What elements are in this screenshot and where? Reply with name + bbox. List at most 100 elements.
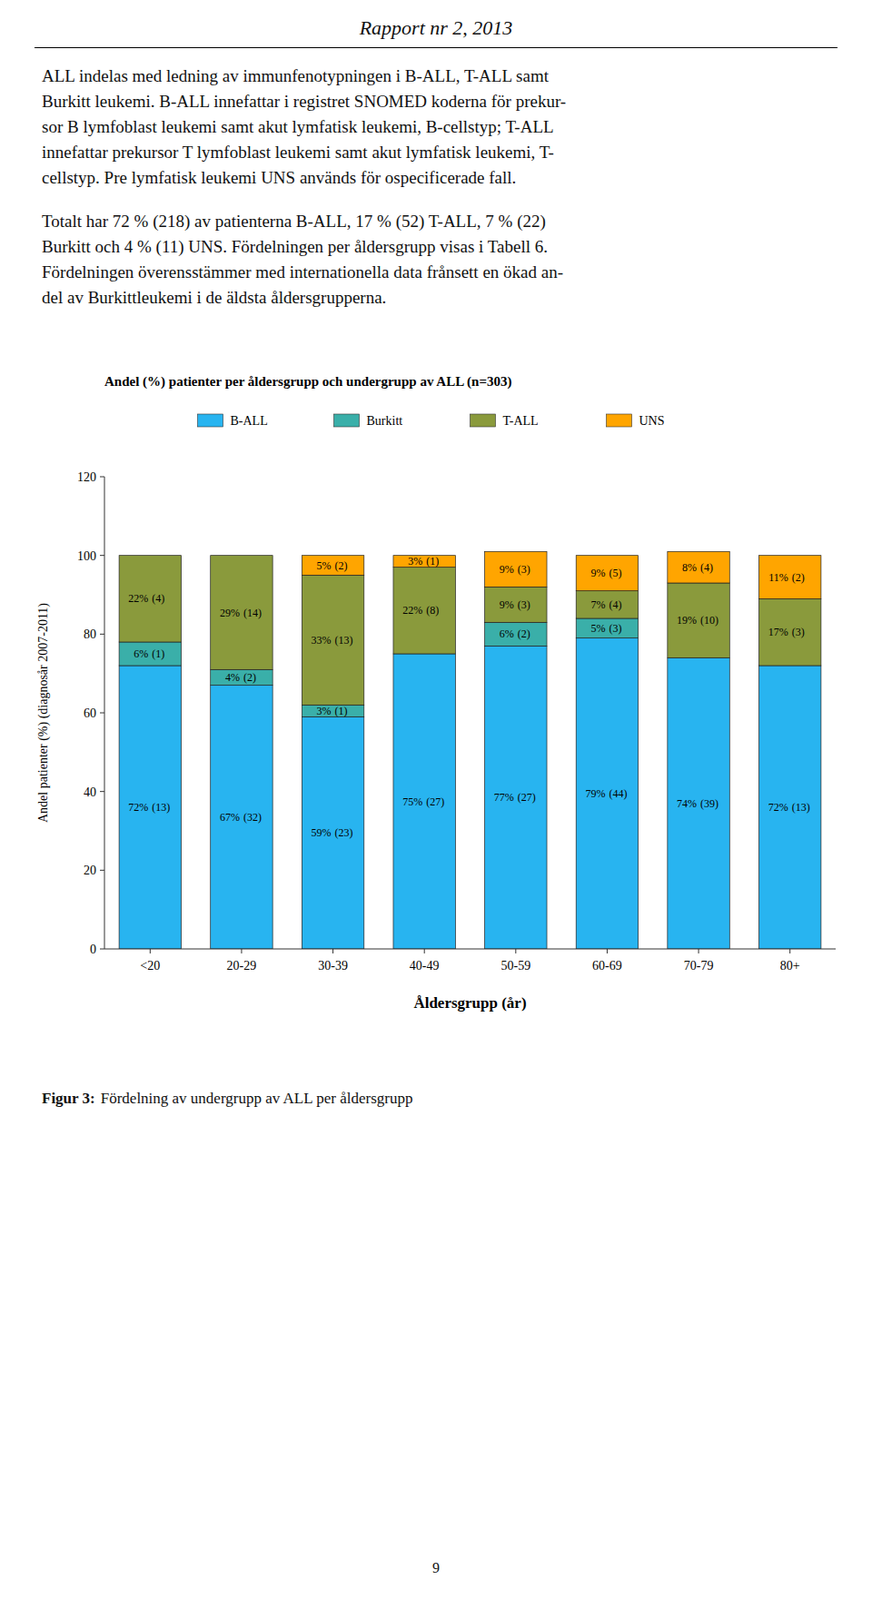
legend: B-ALL Burkitt T-ALL UNS bbox=[198, 414, 665, 428]
count-label: (32) bbox=[243, 811, 262, 824]
data-label: 8% bbox=[682, 561, 697, 575]
data-label: 5% bbox=[317, 559, 332, 573]
data-label: 72% bbox=[128, 801, 149, 814]
x-tick bbox=[698, 949, 700, 954]
x-tick bbox=[515, 949, 516, 954]
page-number: 9 bbox=[0, 1560, 872, 1577]
count-label: (3) bbox=[792, 625, 805, 639]
x-tick-label: 70-79 bbox=[683, 959, 714, 973]
data-label: 9% bbox=[590, 566, 605, 580]
x-tick bbox=[332, 949, 334, 954]
count-label: (1) bbox=[426, 554, 439, 568]
count-label: (4) bbox=[608, 598, 622, 612]
bar bbox=[485, 622, 547, 646]
data-label: 75% bbox=[402, 795, 423, 809]
bar bbox=[575, 555, 638, 592]
y-tick bbox=[99, 713, 105, 714]
x-tick-label: <20 bbox=[139, 959, 160, 973]
data-label: 7% bbox=[590, 598, 605, 612]
bar bbox=[485, 551, 547, 587]
x-tick-label: 30-39 bbox=[317, 959, 348, 973]
data-label: 9% bbox=[499, 598, 515, 612]
bar bbox=[575, 618, 638, 639]
bar bbox=[393, 555, 456, 568]
data-label: 5% bbox=[590, 622, 605, 635]
bar bbox=[575, 591, 638, 619]
bar bbox=[667, 551, 730, 584]
data-label: 9% bbox=[499, 563, 515, 576]
bar bbox=[758, 598, 821, 666]
y-tick bbox=[99, 476, 105, 478]
bar bbox=[301, 716, 364, 950]
bar bbox=[210, 685, 273, 950]
x-tick-label: 40-49 bbox=[409, 959, 440, 973]
paragraph: Totalt har 72 % (218) av patienterna B-A… bbox=[41, 208, 833, 311]
count-label: (2) bbox=[517, 627, 531, 641]
legend-swatch bbox=[334, 414, 360, 427]
legend-label: Burkitt bbox=[366, 414, 404, 428]
bar bbox=[118, 555, 181, 643]
chart: Andel (%) patienter per åldersgrupp och … bbox=[0, 358, 872, 1059]
data-label: 6% bbox=[133, 647, 149, 661]
count-label: (39) bbox=[700, 797, 719, 811]
count-label: (23) bbox=[335, 826, 354, 840]
data-label: 72% bbox=[768, 801, 789, 814]
paragraph-line: ALL indelas med ledning av immunfenotypn… bbox=[41, 63, 833, 90]
legend-swatch bbox=[198, 414, 224, 427]
count-label: (1) bbox=[335, 704, 348, 718]
x-tick bbox=[606, 949, 608, 954]
bars bbox=[118, 551, 822, 950]
data-label: 33% bbox=[311, 634, 332, 647]
rule bbox=[34, 47, 838, 49]
caption: Figur 3:Fördelning av undergrupp av ALL … bbox=[41, 1090, 413, 1109]
data-label: 11% bbox=[768, 571, 789, 585]
x-tick bbox=[789, 949, 791, 954]
bar bbox=[575, 638, 638, 950]
paragraph-line: innefattar prekursor T lymfoblast leukem… bbox=[41, 139, 833, 166]
count-label: (3) bbox=[517, 598, 531, 612]
bar bbox=[667, 657, 730, 950]
data-label: 19% bbox=[676, 614, 697, 627]
x-tick bbox=[424, 949, 426, 954]
legend-label: T-ALL bbox=[503, 414, 539, 428]
y-tick-label: 80 bbox=[83, 627, 97, 642]
bar bbox=[758, 555, 821, 600]
data-label: 29% bbox=[219, 606, 240, 620]
count-label: (13) bbox=[792, 801, 811, 814]
y-tick-label: 40 bbox=[83, 785, 97, 800]
legend-label: B-ALL bbox=[230, 414, 268, 428]
data-label: 79% bbox=[584, 787, 605, 801]
caption-label: Figur 3: bbox=[41, 1090, 96, 1108]
paragraph-line: Totalt har 72 % (218) av patienterna B-A… bbox=[41, 208, 833, 235]
count-label: (8) bbox=[426, 604, 439, 617]
y-tick bbox=[99, 554, 105, 556]
legend-label: UNS bbox=[639, 414, 665, 428]
paragraph-line: Burkitt leukemi. B-ALL innefattar i regi… bbox=[41, 89, 833, 115]
count-label: (14) bbox=[243, 606, 262, 620]
y-tick bbox=[99, 791, 105, 793]
data-label: 3% bbox=[317, 704, 332, 718]
y-tick bbox=[99, 634, 105, 635]
count-label: (13) bbox=[335, 634, 354, 647]
data-label: 3% bbox=[407, 554, 423, 568]
paragraph-line: Fördelningen överensstämmer med internat… bbox=[41, 259, 833, 286]
y-tick-label: 100 bbox=[77, 549, 97, 564]
y-tick-label: 0 bbox=[89, 942, 97, 957]
bar bbox=[210, 669, 273, 685]
y-tick bbox=[99, 949, 105, 951]
paragraph-line: sor B lymfoblast leukemi samt akut lymfa… bbox=[41, 114, 833, 140]
x-tick bbox=[149, 949, 151, 954]
x-axis-line bbox=[104, 949, 836, 951]
bar bbox=[301, 555, 364, 576]
data-label: 22% bbox=[128, 592, 149, 605]
chart-title: Andel (%) patienter per åldersgrupp och … bbox=[104, 374, 512, 390]
y-tick-label: 20 bbox=[83, 863, 97, 878]
bar bbox=[667, 583, 730, 658]
data-label: 67% bbox=[219, 811, 240, 824]
data-label: 6% bbox=[499, 627, 515, 641]
legend-swatch bbox=[470, 414, 496, 427]
x-axis-label: Åldersgrupp (år) bbox=[413, 994, 526, 1012]
bar bbox=[393, 567, 456, 654]
data-label: 77% bbox=[494, 791, 515, 804]
paragraph-line: del av Burkittleukemi i de äldsta ålders… bbox=[41, 285, 833, 311]
